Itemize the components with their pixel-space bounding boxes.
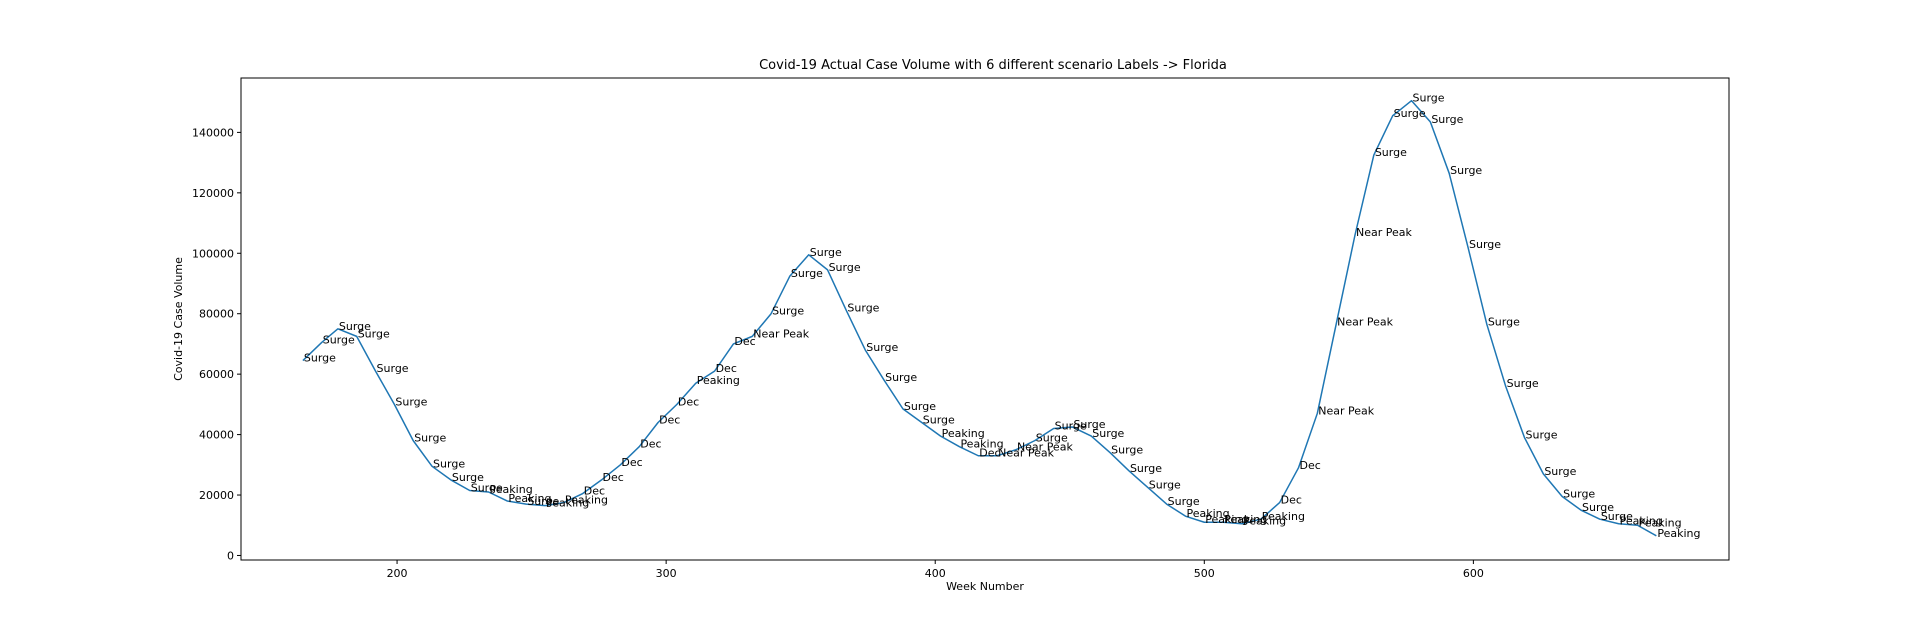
data-label: Surge <box>1431 113 1463 126</box>
data-label: Peaking <box>1243 515 1286 528</box>
data-label: Surge <box>1149 478 1181 491</box>
data-label: Surge <box>1412 92 1444 105</box>
plot-area: SurgeSurgeSurgeSurgeSurgeSurgeSurgeSurge… <box>302 92 1700 540</box>
data-label: Surge <box>358 327 390 340</box>
y-tick-label: 140000 <box>192 126 234 139</box>
data-label: Surge <box>471 482 503 495</box>
axes-frame <box>240 77 1730 561</box>
data-label: Peaking <box>546 497 589 510</box>
data-label: Dec <box>678 395 699 408</box>
data-label: Surge <box>1526 429 1558 442</box>
data-label: Dec <box>734 335 755 348</box>
y-tick-label: 20000 <box>199 489 234 502</box>
data-label: Near Peak <box>753 327 810 340</box>
data-label: Peaking <box>1639 516 1682 529</box>
data-label: Surge <box>1469 238 1501 251</box>
y-tick-label: 40000 <box>199 429 234 442</box>
data-label: Surge <box>1450 164 1482 177</box>
data-label: Peaking <box>508 492 551 505</box>
data-label: Surge <box>1582 501 1614 514</box>
data-label: Dec <box>640 438 661 451</box>
data-label: Peaking <box>565 494 608 507</box>
data-label: Peaking <box>1657 527 1700 540</box>
data-label: Surge <box>1488 315 1520 328</box>
data-label: Surge <box>1375 146 1407 159</box>
data-label: Near Peak <box>1356 226 1413 239</box>
data-label: Dec <box>659 414 680 427</box>
data-label: Dec <box>621 456 642 469</box>
data-label: Near Peak <box>1337 315 1394 328</box>
data-label: Peaking <box>1262 510 1305 523</box>
y-tick-label: 120000 <box>192 187 234 200</box>
data-label: Surge <box>395 395 427 408</box>
data-label: Surge <box>1073 418 1105 431</box>
x-tick-label: 400 <box>925 567 946 580</box>
data-label: Surge <box>377 362 409 375</box>
series-line <box>302 99 1657 537</box>
data-label: Dec <box>1281 494 1302 507</box>
data-label: Surge <box>1563 488 1595 501</box>
data-label: Peaking <box>697 374 740 387</box>
y-tick-label: 0 <box>227 549 234 562</box>
x-tick-label: 200 <box>387 567 408 580</box>
data-label: Surge <box>1394 107 1426 120</box>
data-label: Near Peak <box>998 447 1055 460</box>
data-label: Surge <box>904 400 936 413</box>
data-label: Peaking <box>490 483 533 496</box>
data-label: Peaking <box>1205 513 1248 526</box>
data-label: Surge <box>414 432 446 445</box>
chart-title: Covid-19 Actual Case Volume with 6 diffe… <box>759 58 1227 73</box>
data-label: Surge <box>304 352 336 365</box>
data-label: Peaking <box>1620 515 1663 528</box>
y-tick-label: 80000 <box>199 308 234 321</box>
y-tick-label: 100000 <box>192 247 234 260</box>
data-label: Surge <box>433 457 465 470</box>
data-label: Surge <box>810 246 842 259</box>
data-label: Surge <box>527 495 559 508</box>
x-axis-label: Week Number <box>946 580 1024 593</box>
data-label: Surge <box>1168 495 1200 508</box>
data-label: Surge <box>1544 465 1576 478</box>
data-label: Near Peak <box>1318 404 1375 417</box>
data-label: Surge <box>772 305 804 318</box>
data-label: Dec <box>1299 459 1320 472</box>
y-tick-label: 60000 <box>199 368 234 381</box>
data-label: Surge <box>847 302 879 315</box>
data-label: Surge <box>1036 432 1068 445</box>
data-label: Peaking <box>1224 513 1267 526</box>
data-label: Surge <box>1601 510 1633 523</box>
data-label: Surge <box>1507 377 1539 390</box>
data-label: Dec <box>716 362 737 375</box>
data-label: Near Peak <box>1017 441 1074 454</box>
data-label: Surge <box>829 261 861 274</box>
data-label: Surge <box>866 341 898 354</box>
x-tick-label: 300 <box>656 567 677 580</box>
data-label: Surge <box>885 371 917 384</box>
data-label: Peaking <box>942 427 985 440</box>
data-label: Surge <box>1111 444 1143 457</box>
data-label: Surge <box>1130 462 1162 475</box>
data-label: Surge <box>791 267 823 280</box>
data-label: Surge <box>323 333 355 346</box>
data-label: Surge <box>1092 427 1124 440</box>
data-label: Surge <box>1055 420 1087 433</box>
data-label: Peaking <box>1186 507 1229 520</box>
data-label: Peaking <box>960 438 1003 451</box>
data-label: Surge <box>452 471 484 484</box>
data-label: Dec <box>584 485 605 498</box>
y-axis-label: Covid-19 Case Volume <box>172 257 185 381</box>
data-label: Surge <box>923 414 955 427</box>
x-tick-label: 500 <box>1194 567 1215 580</box>
data-label: Surge <box>339 320 371 333</box>
x-tick-label: 600 <box>1463 567 1484 580</box>
data-label: Dec <box>979 447 1000 460</box>
data-label: Dec <box>603 471 624 484</box>
axis-ticks: 200 300 400 500 600 0 20000 40000 60000 80000 1000… <box>192 126 1484 580</box>
